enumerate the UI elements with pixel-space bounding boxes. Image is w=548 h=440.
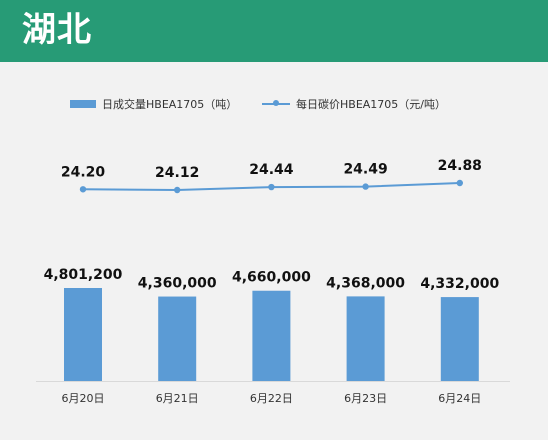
price-point	[79, 186, 87, 193]
price-data-label: 24.49	[343, 162, 387, 178]
x-tick-label: 6月21日	[156, 392, 199, 405]
x-tick-label: 6月20日	[62, 392, 105, 405]
bar-volume	[252, 290, 291, 381]
x-tick-label: 6月23日	[344, 392, 387, 405]
bar-volume	[64, 288, 102, 381]
bar-volume	[440, 297, 479, 381]
header-banner: 湖北	[0, 0, 548, 62]
price-data-label: 24.44	[249, 162, 294, 178]
price-data-label: 24.12	[155, 165, 199, 181]
page-title: 湖北	[22, 10, 92, 50]
bar-volume	[346, 296, 385, 381]
legend-bar-swatch	[70, 100, 96, 108]
legend-label-price: 每日碳价HBEA1705（元/吨）	[296, 98, 446, 111]
x-tick-label: 6月24日	[438, 392, 481, 405]
bar-volume	[158, 296, 197, 381]
bar-data-label: 4,332,000	[420, 276, 499, 292]
legend-item-volume: 日成交量HBEA1705（吨）	[70, 96, 237, 112]
price-point	[456, 179, 463, 187]
price-point	[268, 183, 275, 191]
x-tick-label: 6月22日	[250, 392, 293, 405]
price-point	[174, 186, 181, 194]
bar-data-label: 4,801,200	[44, 267, 123, 283]
price-point	[362, 183, 369, 190]
bar-data-label: 4,360,000	[138, 276, 217, 292]
bar-data-label: 4,368,000	[326, 275, 405, 291]
legend-line-swatch	[262, 100, 290, 106]
legend-item-price: 每日碳价HBEA1705（元/吨）	[262, 96, 446, 112]
legend-label-volume: 日成交量HBEA1705（吨）	[102, 98, 238, 111]
bar-data-label: 4,660,000	[232, 270, 311, 286]
price-data-label: 24.88	[438, 158, 482, 174]
price-data-label: 24.20	[61, 164, 106, 180]
